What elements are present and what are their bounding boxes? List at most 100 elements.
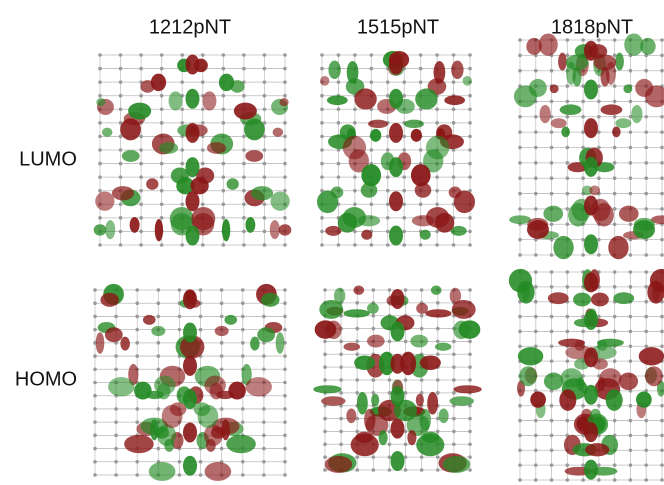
atom — [139, 189, 143, 193]
atom — [323, 378, 327, 382]
orbital-lobe — [560, 104, 582, 115]
atom — [566, 176, 570, 180]
orbital-lobe — [273, 128, 283, 137]
atom — [566, 330, 570, 334]
atom — [242, 162, 246, 166]
atom — [550, 161, 554, 165]
atom — [518, 434, 522, 438]
atom — [263, 107, 267, 111]
orbital-lobe — [558, 53, 567, 71]
atom — [629, 176, 633, 180]
orbital-lobe — [420, 230, 431, 240]
atom — [337, 121, 341, 125]
atom — [283, 447, 287, 451]
atom — [613, 161, 617, 165]
atom — [613, 192, 617, 196]
orbital-lobe — [645, 366, 663, 386]
orbital-lobe — [548, 292, 569, 304]
orbital-lobe — [514, 85, 537, 107]
orbital-lobe — [186, 55, 200, 75]
atom — [566, 270, 570, 274]
atom — [180, 202, 184, 206]
orbital-cell — [93, 284, 287, 481]
atom — [262, 315, 266, 319]
atom — [534, 130, 538, 134]
atom — [660, 207, 664, 211]
orbital-lobe — [105, 220, 115, 239]
atom — [468, 94, 472, 98]
atom — [323, 352, 327, 356]
orbital-lobe — [391, 321, 405, 341]
atom — [320, 107, 324, 111]
atom — [468, 53, 472, 57]
atom — [119, 230, 123, 234]
atom — [452, 417, 456, 421]
orbital-lobe — [623, 84, 632, 93]
atom — [222, 189, 226, 193]
orbital-lobe — [391, 451, 405, 471]
atom — [339, 417, 343, 421]
atom — [337, 107, 341, 111]
atom — [320, 94, 324, 98]
atom — [402, 148, 406, 152]
orbital-lobe — [351, 434, 379, 457]
atom — [283, 67, 287, 71]
atom — [660, 238, 664, 242]
orbital-lobe — [647, 281, 664, 304]
atom — [629, 478, 633, 482]
atom — [404, 468, 408, 472]
atom — [644, 463, 648, 467]
orbital-lobe — [584, 118, 598, 138]
atom — [114, 367, 118, 371]
atom — [629, 270, 633, 274]
atom — [518, 161, 522, 165]
atom — [283, 473, 287, 477]
orbital-lobe — [584, 79, 598, 99]
orbital-lobe — [415, 183, 432, 198]
atom — [353, 107, 357, 111]
orbital-lobe — [112, 186, 134, 200]
atom — [323, 340, 327, 344]
atom — [419, 80, 423, 84]
atom — [452, 243, 456, 247]
atom — [436, 340, 440, 344]
orbital-lobe — [367, 335, 385, 348]
atom — [518, 419, 522, 423]
atom — [613, 315, 617, 319]
orbital-lobe — [270, 220, 280, 239]
atom — [534, 330, 538, 334]
atom — [372, 288, 376, 292]
orbital-lobe — [257, 327, 275, 342]
atom — [613, 478, 617, 482]
atom — [613, 270, 617, 274]
atom — [323, 417, 327, 421]
atom — [468, 67, 472, 71]
orbital-lobe — [435, 343, 452, 351]
atom — [201, 53, 205, 57]
orbital-lobe — [371, 394, 379, 407]
atom — [323, 288, 327, 292]
orbital-lobe — [186, 226, 200, 246]
atom — [135, 301, 139, 305]
atom — [93, 394, 97, 398]
atom — [629, 404, 633, 408]
atom — [241, 420, 245, 424]
atom — [339, 365, 343, 369]
atom — [242, 202, 246, 206]
orbital-lobe — [134, 382, 152, 400]
atom — [283, 94, 287, 98]
atom — [337, 53, 341, 57]
atom — [468, 148, 472, 152]
atom — [139, 202, 143, 206]
atom — [613, 54, 617, 58]
atom — [160, 107, 164, 111]
orbital-lobe — [346, 409, 356, 424]
atom — [119, 148, 123, 152]
atom — [436, 468, 440, 472]
atom — [566, 285, 570, 289]
atom — [629, 285, 633, 289]
atom — [518, 207, 522, 211]
atom — [320, 135, 324, 139]
atom — [581, 330, 585, 334]
orbital-lobe — [553, 236, 573, 259]
